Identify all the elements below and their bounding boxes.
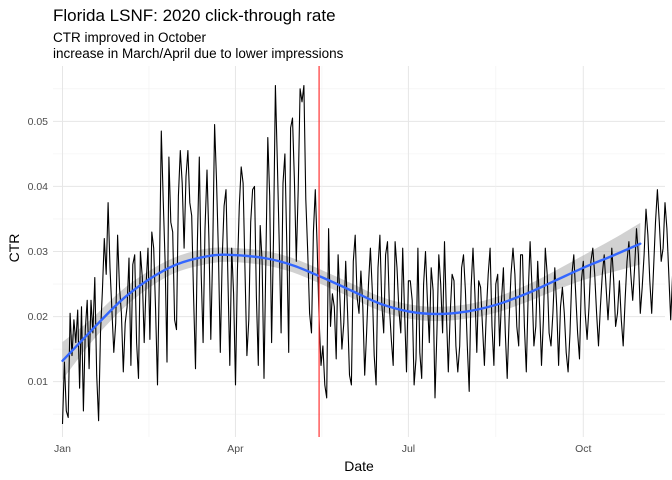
y-tick-labels: 0.01 0.02 0.03 0.04 0.05: [28, 116, 49, 388]
ctr-daily-line: [61, 84, 672, 425]
x-axis-title: Date: [344, 458, 374, 474]
series-layer: [61, 84, 672, 425]
x-tick-label: Apr: [227, 443, 244, 455]
y-tick-label: 0.01: [28, 376, 49, 388]
x-tick-label: Jan: [54, 443, 71, 455]
y-tick-label: 0.02: [28, 311, 49, 323]
smooth-trend-line: [61, 242, 642, 362]
chart-subtitle-line-2: increase in March/April due to lower imp…: [53, 46, 344, 61]
x-tick-labels: Jan Apr Jul Oct: [54, 443, 591, 455]
y-tick-label: 0.03: [28, 246, 49, 258]
smooth-ribbon: [62, 222, 641, 380]
chart-title: Florida LSNF: 2020 click-through rate: [53, 6, 336, 25]
grid-lines: [53, 66, 665, 437]
x-tick-label: Jul: [402, 443, 415, 455]
chart-subtitle-line-1: CTR improved in October: [53, 30, 207, 45]
smooth-confidence-band: [62, 222, 641, 380]
y-tick-label: 0.04: [28, 181, 49, 193]
y-axis-title: CTR: [6, 234, 22, 263]
y-tick-label: 0.05: [28, 116, 49, 128]
x-tick-label: Oct: [575, 443, 591, 455]
